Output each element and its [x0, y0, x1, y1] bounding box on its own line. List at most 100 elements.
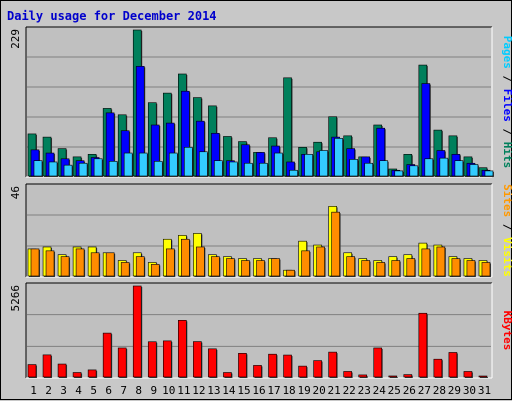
bar-kbytes-day-28 [433, 358, 443, 378]
x-tick-day-15: 15 [237, 384, 250, 397]
bar-pages-day-30 [469, 164, 479, 177]
legend-pages: Pages [501, 36, 512, 69]
bar-pages-day-29 [454, 160, 464, 177]
bar-pages-day-15 [244, 162, 253, 177]
bar-kbytes-day-16 [253, 365, 262, 378]
bar-hits-day-18 [283, 77, 292, 177]
x-tick-day-25: 25 [388, 384, 401, 397]
x-tick-day-11: 11 [177, 384, 190, 397]
bar-sites-day-14 [226, 258, 235, 277]
bar-pages-day-5 [93, 158, 103, 177]
x-tick-day-2: 2 [45, 384, 52, 397]
bar-pages-day-11 [184, 147, 193, 177]
bar-pages-day-1 [33, 160, 43, 177]
bar-sites-day-22 [346, 256, 355, 277]
bar-sites-day-24 [376, 262, 386, 277]
bar-sites-day-25 [391, 260, 401, 277]
bar-kbytes-day-29 [448, 352, 458, 378]
bar-kbytes-day-24 [373, 347, 383, 378]
bar-kbytes-day-19 [298, 365, 307, 378]
legend-separator: / [501, 122, 512, 142]
bar-kbytes-day-12 [193, 341, 202, 378]
bar-pages-day-12 [199, 151, 208, 177]
bar-kbytes-day-17 [268, 353, 277, 378]
bar-sites-day-7 [120, 262, 130, 277]
bar-sites-day-12 [196, 246, 205, 277]
bar-kbytes-day-22 [343, 371, 352, 378]
legend-separator: / [501, 69, 512, 89]
bar-pages-day-2 [48, 161, 58, 177]
x-tick-day-28: 28 [433, 384, 446, 397]
x-tick-day-22: 22 [343, 384, 356, 397]
bar-sites-day-30 [466, 260, 476, 277]
x-tick-day-31: 31 [478, 384, 491, 397]
bar-pages-day-23 [364, 162, 374, 177]
bar-sites-day-23 [361, 260, 371, 277]
bar-pages-day-26 [409, 165, 419, 177]
bar-sites-day-13 [211, 256, 220, 277]
hits-files-pages-legend: Pages / Files / Hits [501, 36, 512, 169]
x-tick-day-16: 16 [252, 384, 265, 397]
bar-pages-day-6 [108, 161, 118, 177]
bar-sites-day-1 [30, 248, 40, 277]
bar-sites-day-8 [135, 256, 145, 277]
x-tick-day-6: 6 [105, 384, 112, 397]
legend-sites: Sites [501, 184, 512, 217]
bar-pages-day-24 [379, 160, 389, 177]
bar-kbytes-day-23 [358, 374, 368, 378]
bar-sites-day-21 [331, 211, 340, 277]
bar-sites-day-16 [256, 260, 265, 277]
x-tick-day-19: 19 [297, 384, 310, 397]
bar-sites-day-3 [60, 256, 70, 277]
bar-pages-day-4 [78, 162, 88, 177]
legend-kbytes: KBytes [501, 311, 512, 351]
bar-kbytes-day-13 [208, 348, 217, 378]
kbytes-bar-shadow [479, 377, 488, 378]
bar-sites-day-11 [181, 238, 190, 277]
x-tick-day-13: 13 [207, 384, 220, 397]
bar-sites-day-15 [241, 260, 250, 277]
bar-sites-day-18 [286, 269, 295, 277]
x-tick-day-26: 26 [403, 384, 416, 397]
bar-kbytes-day-4 [72, 372, 82, 378]
bar-kbytes-day-9 [147, 341, 157, 378]
bar-sites-day-6 [105, 252, 115, 277]
bar-kbytes-day-18 [283, 354, 292, 378]
kbytes-bar-shadow [389, 376, 398, 378]
legend-separator: / [501, 217, 512, 237]
x-tick-day-21: 21 [328, 384, 341, 397]
bar-sites-day-26 [406, 258, 416, 277]
bar-pages-day-8 [138, 152, 148, 177]
bar-kbytes-day-2 [42, 354, 52, 378]
bar-sites-day-29 [451, 258, 461, 277]
x-tick-day-4: 4 [75, 384, 82, 397]
x-tick-day-20: 20 [313, 384, 326, 397]
hits-files-pages-ymax-label: 229 [9, 29, 22, 49]
bar-kbytes-day-6 [102, 332, 112, 378]
bar-kbytes-day-11 [178, 320, 187, 378]
x-tick-day-7: 7 [120, 384, 127, 397]
bar-sites-day-9 [150, 264, 160, 277]
legend-visits: Visits [501, 237, 512, 277]
bar-pages-day-28 [439, 157, 449, 177]
bar-sites-day-20 [316, 246, 325, 277]
bar-kbytes-day-10 [162, 340, 172, 378]
bar-kbytes-day-21 [328, 351, 337, 378]
legend-files: Files [501, 89, 512, 122]
bar-sites-day-28 [436, 246, 446, 277]
bar-kbytes-day-7 [117, 347, 127, 378]
bar-kbytes-day-30 [463, 371, 473, 378]
x-tick-day-10: 10 [162, 384, 175, 397]
bar-kbytes-day-31 [478, 375, 488, 378]
bar-sites-day-17 [271, 258, 280, 277]
x-tick-day-14: 14 [222, 384, 236, 397]
bar-pages-day-19 [304, 154, 313, 177]
bar-kbytes-day-25 [388, 375, 398, 378]
bar-sites-day-31 [481, 262, 491, 277]
x-tick-day-18: 18 [282, 384, 295, 397]
bar-pages-day-17 [274, 152, 283, 177]
bar-pages-day-20 [319, 150, 328, 177]
bar-pages-day-16 [259, 162, 268, 177]
bar-pages-day-18 [289, 169, 298, 177]
